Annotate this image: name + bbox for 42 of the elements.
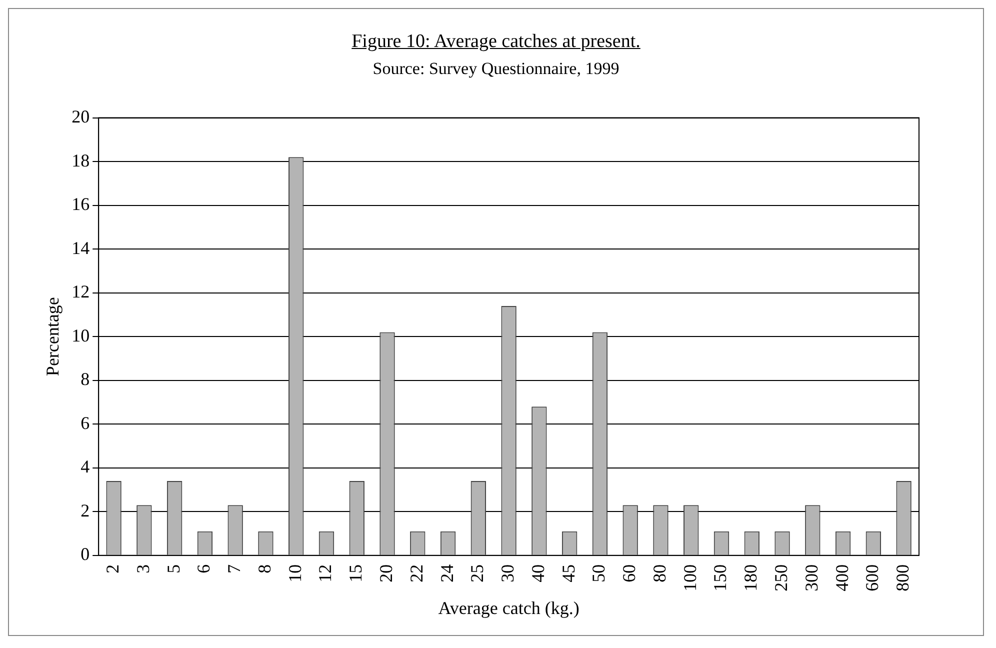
y-tick-label: 6	[80, 412, 90, 433]
x-tick-label: 800	[892, 564, 913, 592]
x-tick-label: 25	[467, 564, 488, 582]
x-tick-label: 15	[346, 564, 366, 582]
x-tick-label: 180	[740, 564, 761, 592]
y-tick-label: 16	[72, 194, 90, 214]
x-tick-label: 20	[376, 564, 396, 582]
y-tick-label: 2	[80, 500, 90, 520]
x-tick-label: 2	[102, 564, 123, 574]
x-tick-label: 150	[710, 564, 730, 592]
y-tick-label: 20	[72, 106, 90, 127]
x-tick-label: 12	[315, 564, 336, 582]
x-tick-label: 45	[558, 564, 578, 582]
y-axis-title: Percentage	[42, 297, 63, 376]
x-tick-label: 8	[254, 564, 274, 574]
x-tick-label: 60	[619, 564, 640, 582]
x-tick-label: 24	[436, 564, 457, 582]
y-tick-label: 12	[72, 282, 90, 302]
x-tick-label: 250	[771, 564, 791, 592]
x-axis-title: Average catch (kg.)	[438, 598, 580, 618]
x-tick-label: 30	[498, 564, 518, 582]
y-tick-label: 10	[72, 325, 90, 346]
x-tick-label: 600	[862, 564, 882, 592]
x-tick-label: 400	[832, 564, 852, 592]
y-tick-label: 0	[80, 544, 90, 564]
y-tick-label: 14	[72, 238, 90, 258]
y-tick-label: 4	[80, 456, 90, 477]
x-tick-label: 100	[680, 564, 700, 592]
x-tick-label: 10	[284, 564, 305, 582]
x-tick-label: 22	[406, 564, 426, 582]
chart-subtitle: Source: Survey Questionnaire, 1999	[372, 59, 620, 79]
x-tick-label: 5	[163, 564, 184, 574]
y-tick-label: 8	[80, 369, 90, 390]
x-tick-label: 300	[801, 564, 822, 592]
x-tick-label: 6	[194, 564, 214, 574]
x-tick-label: 3	[132, 564, 153, 574]
x-tick-label: 50	[588, 564, 609, 582]
x-tick-label: 40	[528, 564, 548, 582]
x-tick-label: 80	[649, 564, 670, 582]
chart-title: Figure 10: Average catches at present.	[350, 31, 642, 53]
x-tick-label: 7	[224, 564, 244, 574]
y-tick-label: 18	[72, 150, 90, 170]
